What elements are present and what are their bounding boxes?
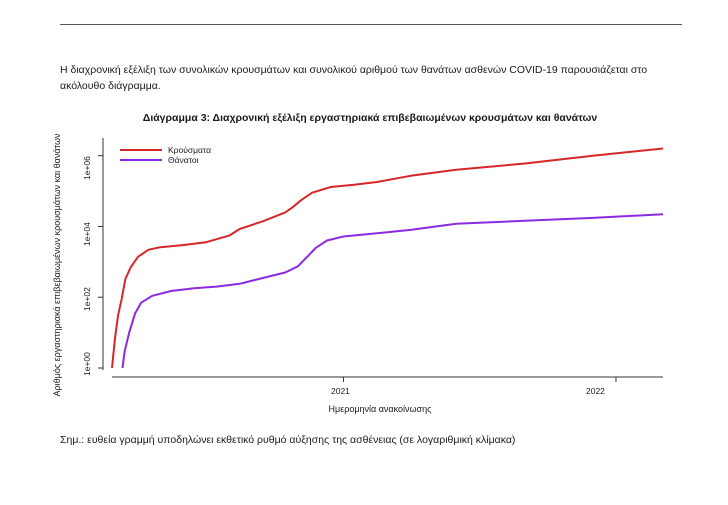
- chart-title: Διάγραμμα 3: Διαχρονική εξέλιξη εργαστηρ…: [142, 112, 598, 124]
- footnote: Σημ.: ευθεία γραμμή υποδηλώνει εκθετικό …: [60, 434, 516, 446]
- legend-label-cases: Κρούσματα: [168, 145, 212, 155]
- y-axis-label: Αριθμός εργαστηριακά επιβεβαιωμένων κρου…: [52, 133, 62, 397]
- series-line-cases: [111, 147, 664, 369]
- y-tick-label: 1e+04: [82, 222, 92, 246]
- y-tick-label: 1e+02: [82, 287, 92, 311]
- tick-marks: [98, 155, 617, 382]
- intro-paragraph: Η διαχρονική εξέλιξη των συνολικών κρουσ…: [60, 64, 648, 92]
- y-tick-label: 1e+00: [82, 352, 92, 376]
- x-axis-label: Ημερομηνία ανακοίνωσης: [328, 404, 432, 414]
- top-divider: [60, 24, 682, 25]
- x-tick-label: 2021: [331, 386, 350, 396]
- series-layer: [111, 147, 664, 369]
- x-tick-label: 2022: [586, 386, 605, 396]
- legend-label-deaths: Θάνατοι: [168, 155, 199, 165]
- series-line-deaths: [121, 213, 664, 369]
- y-tick-label: 1e+06: [82, 156, 92, 180]
